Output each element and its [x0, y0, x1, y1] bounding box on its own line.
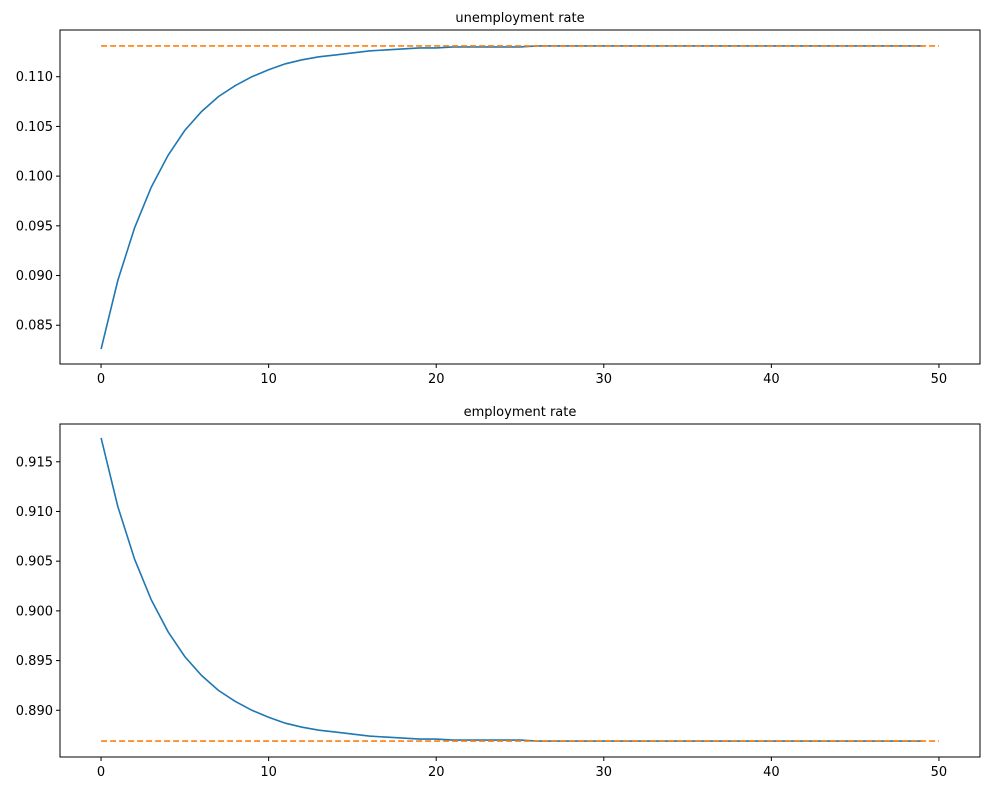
x-tick-label: 10	[260, 372, 277, 387]
subplot-1: unemployment rate 0 10 20 30 40 50 0.085 0.090 0.…	[16, 11, 981, 387]
x-tick-label: 0	[97, 765, 105, 780]
y-tick-label: 0.900	[16, 604, 53, 619]
y-tick-label: 0.090	[16, 269, 53, 284]
x-tick-label: 10	[260, 765, 277, 780]
chart-title: unemployment rate	[455, 11, 584, 26]
y-tick-label: 0.100	[16, 170, 53, 185]
x-tick-label: 40	[763, 372, 780, 387]
y-tick-label: 0.895	[16, 654, 53, 669]
y-tick-label: 0.905	[16, 555, 53, 570]
x-tick-label: 40	[763, 765, 780, 780]
x-tick-label: 0	[97, 372, 105, 387]
axes-frame	[59, 29, 981, 365]
x-tick-label: 30	[596, 372, 613, 387]
subplot-2: employment rate 0 10 20 30 40 50 0.890 0.895 0.90…	[16, 405, 981, 780]
x-tick-label: 30	[596, 765, 613, 780]
x-tick-label: 50	[931, 765, 948, 780]
y-tick-label: 0.085	[16, 319, 53, 334]
y-tick-label: 0.105	[16, 120, 53, 135]
y-tick-label: 0.910	[16, 505, 53, 520]
x-tick-label: 50	[931, 372, 948, 387]
series-line	[100, 45, 923, 350]
y-tick-label: 0.890	[16, 704, 53, 719]
series-line	[100, 437, 923, 742]
axes-frame	[59, 423, 981, 758]
x-tick-label: 20	[428, 765, 445, 780]
chart-title: employment rate	[464, 405, 577, 420]
y-tick-label: 0.095	[16, 219, 53, 234]
y-tick-label: 0.110	[16, 70, 53, 85]
y-tick-label: 0.915	[16, 455, 53, 470]
x-tick-label: 20	[428, 372, 445, 387]
